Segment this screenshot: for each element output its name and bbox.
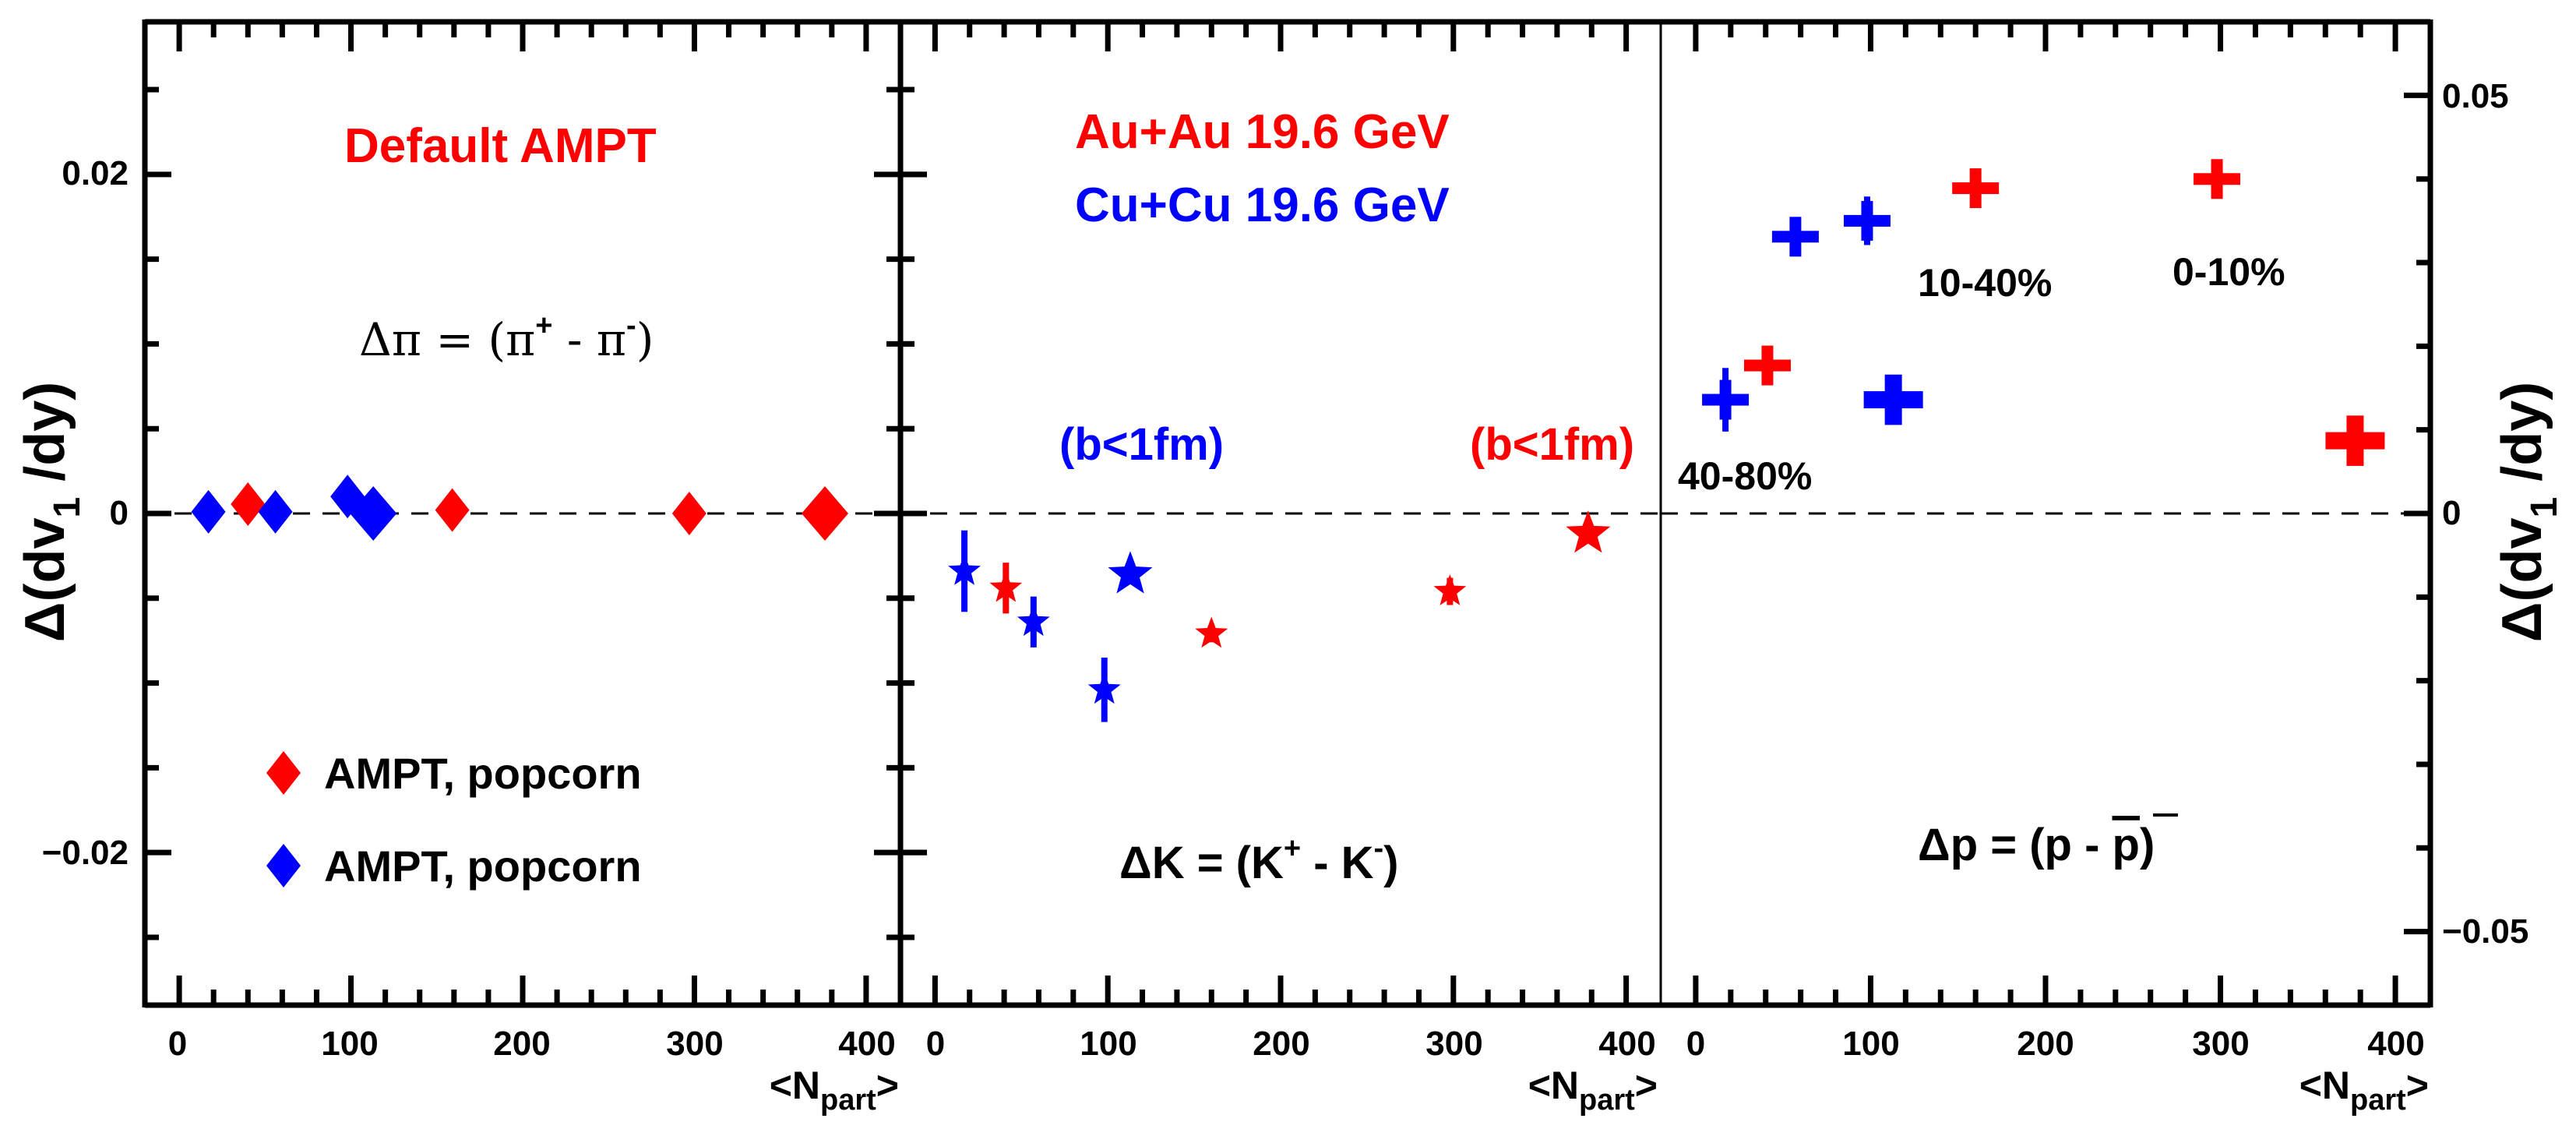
legend-marker-red-diamond — [266, 751, 301, 795]
data-point-star — [1087, 672, 1121, 704]
x-tick-labels: 0 100 200 300 400 0 100 200 300 400 0 10… — [168, 1025, 2425, 1063]
data-point-diamond — [435, 488, 470, 532]
pion-formula: Δπ = (π+ - π-) — [359, 309, 654, 366]
legend-label: AMPT, popcorn — [324, 842, 642, 891]
y-tick-label: 0.02 — [62, 154, 129, 192]
auau-label: Au+Au 19.6 GeV — [1075, 105, 1450, 159]
legend-label: AMPT, popcorn — [324, 749, 642, 798]
x-tick-label: 200 — [1253, 1025, 1309, 1063]
centrality-0-10: 0-10% — [2173, 250, 2285, 294]
x-tick-label: 100 — [1080, 1025, 1136, 1063]
data-point-diamond — [231, 482, 266, 527]
data-point-diamond — [802, 486, 848, 541]
x-tick-label: 300 — [2192, 1025, 2249, 1063]
x-tick-label: 200 — [2017, 1025, 2074, 1063]
centrality-40-80: 40-80% — [1678, 454, 1812, 498]
data-point-cross — [1719, 379, 1732, 420]
legend-marker-blue-diamond — [266, 844, 301, 887]
data-point-star — [1195, 616, 1228, 648]
data-point-diamond — [191, 489, 226, 534]
data-point-star — [1108, 551, 1153, 594]
centrality-10-40: 10-40% — [1918, 261, 2052, 305]
x-tick-label: 400 — [838, 1025, 895, 1063]
data-point-cross — [1761, 345, 1774, 386]
x-tick-label: 400 — [2367, 1025, 2424, 1063]
data-point-star — [989, 570, 1023, 602]
data-point-cross — [1969, 168, 1982, 209]
data-point-star — [948, 554, 981, 585]
y-tick-label-right: 0.05 — [2442, 77, 2509, 115]
x-axis-title: <Npart> — [2299, 1064, 2429, 1117]
y-tick-label-right: −0.05 — [2442, 912, 2528, 951]
proton-formula: Δp = (p - p) — [1918, 820, 2155, 870]
y-tick-label-right: 0 — [2442, 494, 2461, 532]
data-point-diamond — [671, 492, 707, 535]
default-ampt-label: Default AMPT — [344, 119, 657, 173]
b-cut-label-red: (b<1fm) — [1470, 419, 1634, 470]
right-y-axis-title: Δ(dv1 /dy) — [2491, 382, 2565, 642]
data-point-star — [1566, 510, 1611, 553]
y-tick-label: 0 — [110, 494, 129, 532]
x-tick-label: 100 — [321, 1025, 378, 1063]
kaon-formula: ΔK = (K+ - K-) — [1119, 832, 1399, 888]
x-tick-label: 0 — [926, 1025, 945, 1063]
x-tick-label: 0 — [168, 1025, 187, 1063]
x-tick-label: 100 — [1842, 1025, 1899, 1063]
x-axis-title: <Npart> — [1528, 1064, 1658, 1117]
data-point-star — [1017, 605, 1050, 637]
x-tick-label: 0 — [1686, 1025, 1705, 1063]
data-marks — [191, 159, 2385, 722]
b-cut-label-blue: (b<1fm) — [1059, 419, 1224, 470]
data-point-cross — [2346, 415, 2364, 466]
left-y-axis-title: Δ(dv1 /dy) — [14, 382, 88, 642]
cucu-label: Cu+Cu 19.6 GeV — [1075, 178, 1450, 232]
data-point-cross — [2211, 159, 2223, 199]
y-tick-label: −0.02 — [42, 834, 129, 872]
data-point-cross — [1789, 217, 1802, 257]
x-tick-label: 400 — [1598, 1025, 1655, 1063]
x-axis-title: <Npart> — [770, 1064, 899, 1117]
data-point-diamond — [350, 486, 397, 541]
x-tick-label: 200 — [493, 1025, 550, 1063]
data-point-diamond — [258, 489, 293, 534]
data-point-star — [1433, 574, 1467, 605]
x-tick-label: 300 — [666, 1025, 723, 1063]
axes-frames — [142, 19, 2433, 1008]
data-point-cross — [1861, 200, 1873, 241]
data-point-cross — [1884, 374, 1902, 425]
legend: AMPT, popcorn AMPT, popcorn — [266, 749, 642, 891]
x-tick-label: 300 — [1425, 1025, 1482, 1063]
